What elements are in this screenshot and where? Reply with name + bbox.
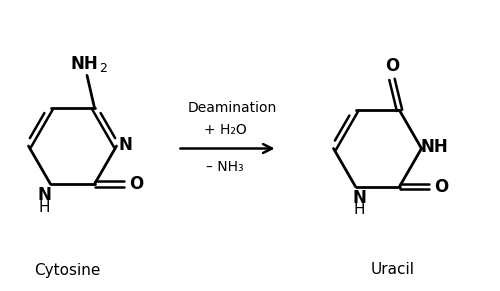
Text: + H₂O: + H₂O — [204, 123, 246, 137]
Text: N: N — [38, 186, 52, 204]
Text: N: N — [118, 136, 132, 153]
Text: N: N — [352, 189, 366, 207]
Text: Cytosine: Cytosine — [34, 262, 100, 278]
Text: O: O — [129, 175, 143, 193]
Text: H: H — [353, 202, 365, 217]
Text: NH: NH — [420, 138, 448, 156]
Text: Deamination: Deamination — [188, 102, 277, 116]
Text: O: O — [434, 178, 448, 196]
Text: NH: NH — [70, 55, 99, 73]
Text: O: O — [385, 57, 399, 75]
Text: H: H — [39, 200, 50, 214]
Text: 2: 2 — [99, 62, 107, 75]
Text: – NH₃: – NH₃ — [206, 160, 244, 174]
Text: Uracil: Uracil — [370, 262, 414, 278]
